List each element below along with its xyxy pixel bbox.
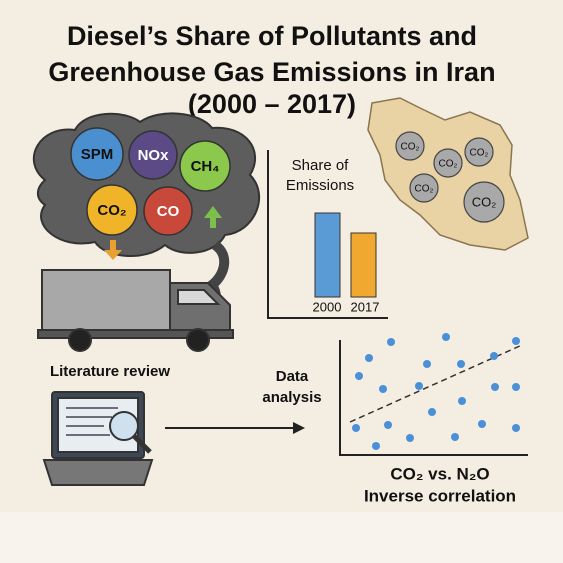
- map-clouds: [395, 131, 505, 223]
- map-label: CO₂: [439, 159, 458, 170]
- down-arrow: [104, 240, 122, 260]
- bar-chart-illustration: [267, 150, 388, 319]
- pollutant-bubble: [86, 184, 138, 236]
- scatter-illustration: [339, 333, 528, 456]
- pollutant-bubble: [128, 130, 178, 180]
- pollutant-bubble: [179, 140, 231, 192]
- pollutant-bubble: [143, 186, 193, 236]
- map-label: CO₂: [470, 148, 489, 159]
- scatter-caption: CO₂ vs. N₂O: [390, 464, 489, 483]
- bar-category: 2000: [313, 299, 342, 314]
- bar-chart-title: Share of: [292, 157, 350, 174]
- pollutant-label: CO₂: [97, 202, 126, 219]
- up-arrow: [204, 206, 222, 228]
- title-line: Greenhouse Gas Emissions in Iran: [48, 57, 495, 87]
- map-label: CO₂: [472, 194, 497, 209]
- literature-label: Literature review: [50, 363, 170, 380]
- map-label: CO₂: [401, 142, 420, 153]
- map-label: CO₂: [415, 184, 434, 195]
- title-line: (2000 – 2017): [188, 89, 356, 119]
- analysis-label: Data: [276, 368, 309, 385]
- truck: [37, 269, 234, 352]
- title-line: Diesel’s Share of Pollutants and: [67, 21, 477, 51]
- pollutant-bubble: [70, 127, 124, 181]
- pollutant-label: CO: [157, 203, 180, 220]
- pollutant-label: SPM: [81, 146, 114, 163]
- laptop: [42, 391, 154, 486]
- bar-chart-title: Emissions: [286, 177, 354, 194]
- analysis-label: analysis: [262, 389, 321, 406]
- pollutant-label: CH₄: [191, 158, 220, 175]
- scatter-caption: Inverse correlation: [364, 486, 516, 505]
- pollutant-label: NOx: [138, 147, 170, 164]
- footer-band: [0, 512, 563, 563]
- bar-category: 2017: [351, 299, 380, 314]
- flow-arrow-head: [293, 422, 305, 434]
